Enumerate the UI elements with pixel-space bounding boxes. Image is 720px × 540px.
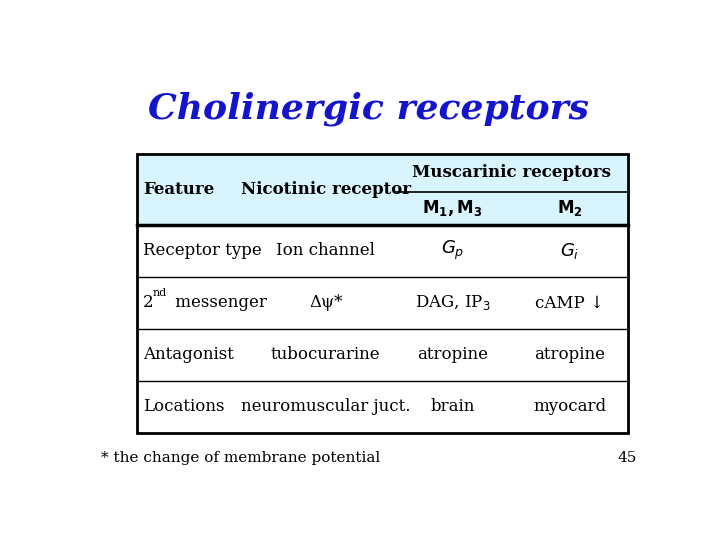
Text: myocard: myocard <box>534 399 606 415</box>
Text: $G_p$: $G_p$ <box>441 239 464 262</box>
Text: tubocurarine: tubocurarine <box>271 346 381 363</box>
Text: Muscarinic receptors: Muscarinic receptors <box>412 164 611 181</box>
Text: $G_i$: $G_i$ <box>560 241 580 261</box>
Text: Locations: Locations <box>143 399 225 415</box>
Text: messenger: messenger <box>170 294 266 312</box>
Text: Feature: Feature <box>143 181 215 198</box>
Text: atropine: atropine <box>417 346 488 363</box>
Text: Δψ*: Δψ* <box>309 294 343 312</box>
Text: 2: 2 <box>143 294 153 312</box>
Bar <box>138 154 629 225</box>
Text: Cholinergic receptors: Cholinergic receptors <box>148 91 590 126</box>
Text: DAG, IP$_3$: DAG, IP$_3$ <box>415 293 490 312</box>
Text: neuromuscular juct.: neuromuscular juct. <box>241 399 410 415</box>
Text: nd: nd <box>153 288 167 299</box>
Text: Nicotinic receptor: Nicotinic receptor <box>240 181 411 198</box>
Text: Antagonist: Antagonist <box>143 346 234 363</box>
Text: atropine: atropine <box>534 346 606 363</box>
Bar <box>138 154 629 433</box>
Text: $\mathbf{M_2}$: $\mathbf{M_2}$ <box>557 198 582 218</box>
Text: brain: brain <box>431 399 475 415</box>
Text: Receptor type: Receptor type <box>143 242 262 259</box>
Text: cAMP ↓: cAMP ↓ <box>536 294 604 312</box>
Text: 45: 45 <box>618 451 637 465</box>
Bar <box>138 225 629 433</box>
Text: Ion channel: Ion channel <box>276 242 375 259</box>
Text: * the change of membrane potential: * the change of membrane potential <box>101 451 380 465</box>
Text: $\mathbf{M_1, M_3}$: $\mathbf{M_1, M_3}$ <box>423 198 483 218</box>
